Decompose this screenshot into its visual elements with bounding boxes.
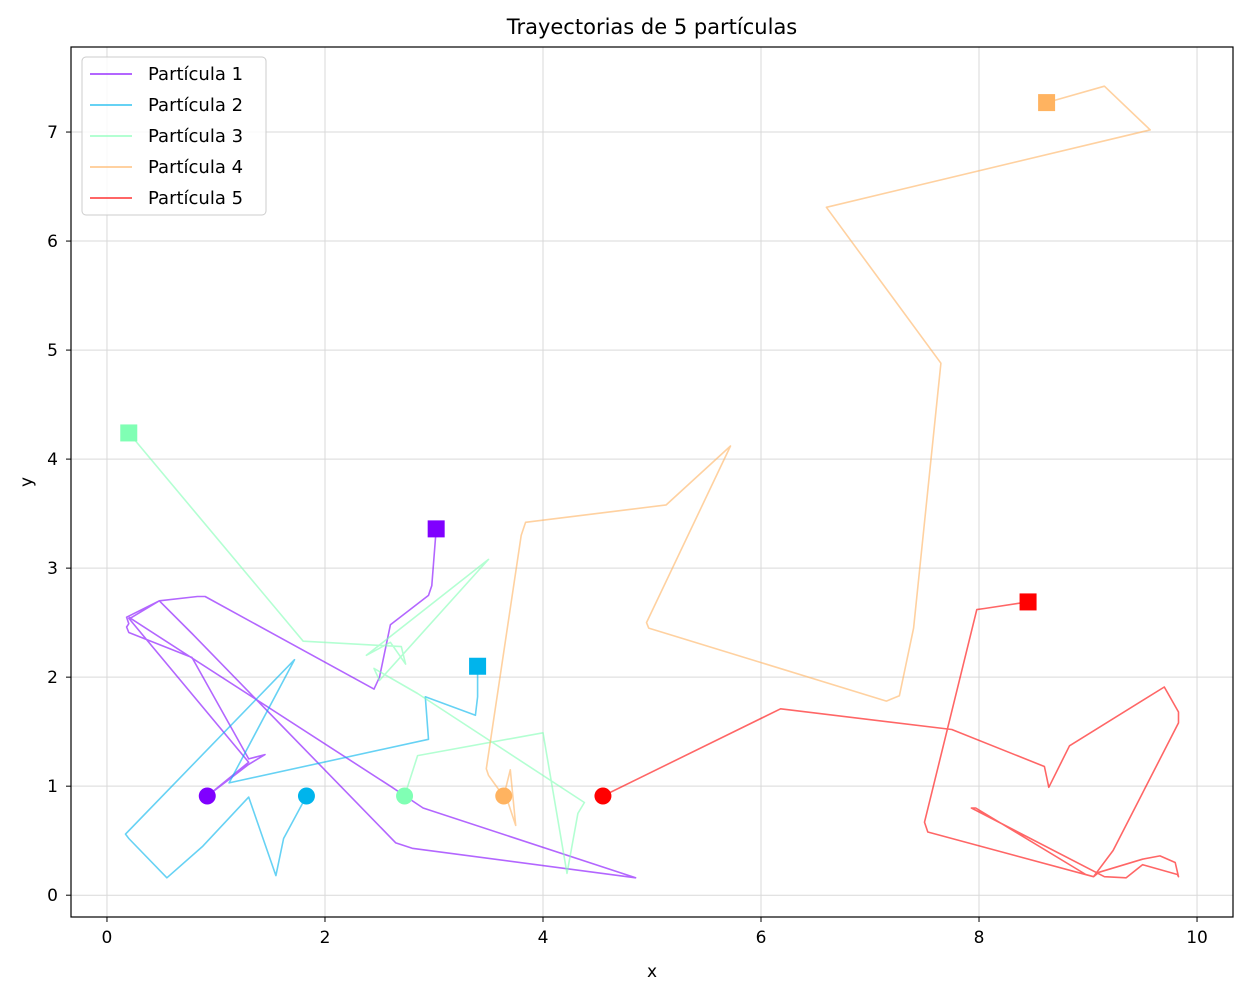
legend-box <box>81 56 267 216</box>
y-tick-label: 0 <box>47 886 58 906</box>
x-tick-label: 6 <box>756 928 767 948</box>
legend-label-5: Partícula 5 <box>148 188 243 209</box>
series-line-3 <box>128 432 586 875</box>
y-tick-label: 4 <box>47 450 58 470</box>
legend-label-3: Partícula 3 <box>148 126 243 147</box>
series-layer <box>124 85 1180 879</box>
y-axis-label: y <box>17 477 37 487</box>
x-tick-label: 4 <box>538 928 549 948</box>
legend: Partícula 1 Partícula 2 Partícula 3 Partícu… <box>81 56 267 216</box>
x-tick-label: 10 <box>1186 928 1208 948</box>
series-line-1 <box>125 528 637 879</box>
legend-label-1: Partícula 1 <box>148 64 243 85</box>
series-line-5 <box>602 601 1180 879</box>
y-tick-label: 5 <box>47 341 58 361</box>
y-tick-label: 3 <box>47 559 58 579</box>
start-point-5 <box>594 787 612 805</box>
x-tick-label: 0 <box>102 928 113 948</box>
end-point-4 <box>1038 94 1056 112</box>
plot-frame <box>70 46 1234 918</box>
grid <box>71 47 1233 917</box>
start-point-4 <box>495 787 513 805</box>
series-line-4 <box>485 85 1151 827</box>
end-point-1 <box>427 520 445 538</box>
markers-layer <box>120 94 1056 805</box>
start-point-1 <box>198 787 216 805</box>
y-tick-label: 1 <box>47 777 58 797</box>
end-point-3 <box>120 424 138 442</box>
end-point-2 <box>469 657 487 675</box>
x-tick-label: 2 <box>320 928 331 948</box>
start-point-3 <box>396 787 414 805</box>
y-tick-label: 2 <box>47 668 58 688</box>
y-tick-label: 7 <box>47 123 58 143</box>
end-point-5 <box>1019 593 1037 611</box>
x-tick-label: 8 <box>974 928 985 948</box>
chart-title: Trayectorias de 5 partículas <box>506 15 798 39</box>
axis-ticks: 0 2 4 6 8 10 0 1 2 3 4 5 6 7 <box>47 123 1208 948</box>
start-point-2 <box>297 787 315 805</box>
series-line-2 <box>124 658 479 879</box>
legend-label-4: Partícula 4 <box>148 157 243 178</box>
legend-label-2: Partícula 2 <box>148 95 243 116</box>
x-axis-label: x <box>647 962 657 982</box>
y-tick-label: 6 <box>47 232 58 252</box>
